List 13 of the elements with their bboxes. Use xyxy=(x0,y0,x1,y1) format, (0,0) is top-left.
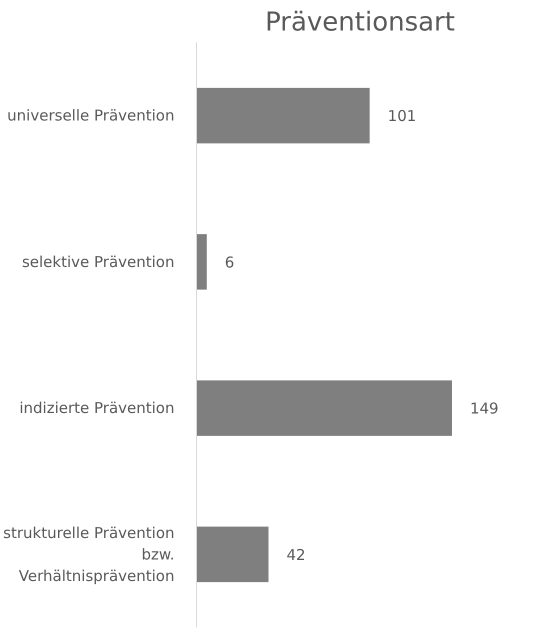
y-tick-label: indizierte Prävention xyxy=(19,399,175,418)
y-tick-label: universelle Prävention xyxy=(7,106,175,125)
y-tick-label: strukturelle Prävention bzw. Verhältnisprävention xyxy=(3,524,175,585)
data-label: 149 xyxy=(470,400,499,418)
chart-title: Präventionsart xyxy=(265,8,455,38)
bar xyxy=(196,526,269,582)
data-label: 101 xyxy=(388,107,416,126)
bar xyxy=(196,234,207,290)
bar xyxy=(196,88,370,144)
y-tick-label: selektive Prävention xyxy=(22,252,175,271)
data-label: 6 xyxy=(224,253,234,272)
bar xyxy=(196,380,452,436)
data-label: 42 xyxy=(286,546,306,564)
